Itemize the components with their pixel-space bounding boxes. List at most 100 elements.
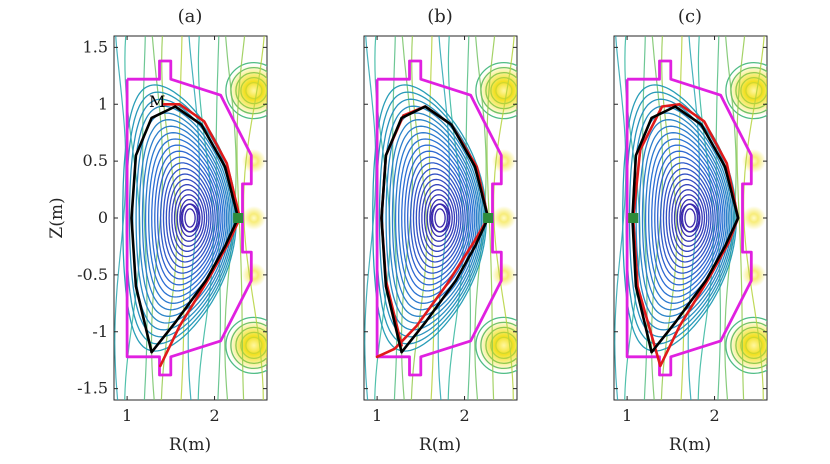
- panel-title-c: (c): [678, 6, 702, 27]
- flux-surface: [165, 173, 212, 263]
- coil-contour: [485, 326, 517, 365]
- coil-contour: [475, 316, 517, 375]
- magnetic-axis-contour: [430, 203, 450, 233]
- flux-surface: [179, 198, 201, 238]
- x-tick-label: 1: [622, 406, 632, 425]
- flux-surface: [128, 98, 234, 338]
- black-boundary-line: [380, 105, 490, 354]
- flux-surface: [181, 203, 199, 233]
- coil-contour: [490, 331, 517, 360]
- coil-contour: [495, 81, 513, 100]
- y-tick-label: 1.5: [83, 37, 108, 56]
- coil-contour: [245, 336, 263, 355]
- boundary-lines-b: [375, 59, 503, 377]
- vacuum-contour: [410, 36, 428, 400]
- flux-surface: [644, 132, 726, 304]
- coil-contour: [725, 316, 767, 375]
- flux-surface: [421, 183, 458, 253]
- y-axis-title: Z(m): [47, 197, 67, 238]
- vacuum-contour: [114, 36, 127, 400]
- vessel-wall: [125, 59, 253, 377]
- annotation-m: M: [149, 92, 165, 111]
- coil-glow: [741, 262, 766, 287]
- coil-contour: [745, 81, 763, 100]
- flux-surface: [671, 183, 708, 253]
- flux-contours-b: [364, 36, 517, 400]
- y-tick-label: -1: [92, 322, 108, 341]
- marker-point: [483, 213, 494, 223]
- flux-surface: [622, 84, 738, 352]
- flux-surface: [668, 178, 710, 258]
- flux-surface: [135, 112, 231, 324]
- flux-surface: [159, 162, 216, 274]
- vacuum-contour: [614, 36, 627, 400]
- coil-glow: [741, 206, 766, 230]
- vacuum-contour: [724, 36, 737, 400]
- flux-surface: [148, 138, 224, 298]
- flux-surface: [388, 119, 479, 317]
- coil-contour: [225, 61, 267, 120]
- flux-surface: [651, 144, 722, 292]
- coil-glow: [241, 149, 266, 174]
- y-tick-label: 0.5: [83, 151, 108, 170]
- coil-contour: [735, 326, 767, 365]
- flux-surface: [407, 156, 468, 280]
- flux-surface: [429, 198, 451, 238]
- flux-surface: [151, 144, 222, 292]
- y-tick-label: -1.5: [77, 379, 108, 398]
- panel-title-a: (a): [178, 6, 203, 27]
- vacuum-contour: [364, 36, 377, 400]
- coil-contour: [240, 76, 267, 105]
- coil-glow: [491, 149, 516, 174]
- flux-surface: [431, 203, 449, 233]
- coil-contour: [480, 321, 517, 370]
- coil-glow: [491, 206, 516, 230]
- magnetic-axis-contour: [680, 203, 700, 233]
- flux-surface: [144, 132, 226, 304]
- coil-contour: [475, 61, 517, 120]
- coil-glow: [241, 262, 266, 287]
- coil-contour: [745, 336, 763, 355]
- coil-contour: [240, 331, 267, 360]
- flux-surface: [434, 208, 446, 228]
- marker-point: [233, 213, 244, 223]
- coil-contour: [490, 76, 517, 105]
- flux-surface: [659, 162, 716, 274]
- y-tick-label: 1: [98, 94, 108, 113]
- x-tick-label: 2: [459, 406, 469, 425]
- flux-surface: [418, 178, 460, 258]
- flux-surface: [415, 173, 462, 263]
- y-tick-label: 0: [98, 208, 108, 227]
- coil-contour: [740, 76, 767, 105]
- x-tick-label: 1: [372, 406, 382, 425]
- flux-surface: [171, 183, 208, 253]
- flux-surface: [662, 167, 714, 269]
- flux-surface: [684, 208, 696, 228]
- coil-contour: [225, 316, 267, 375]
- flux-surface: [648, 138, 724, 298]
- black-boundary-line: [130, 105, 240, 354]
- boundary-lines-c: [625, 59, 753, 377]
- panel-title-b: (b): [427, 6, 453, 27]
- vessel-wall: [375, 59, 503, 377]
- coil-contour: [725, 61, 767, 120]
- x-axis-title-a: R(m): [169, 435, 211, 455]
- y-tick-label: -0.5: [77, 265, 108, 284]
- marker-point: [628, 213, 639, 223]
- flux-surface: [157, 156, 218, 280]
- flux-surface: [184, 208, 196, 228]
- magnetic-axis-contour: [180, 203, 200, 233]
- coil-contour: [730, 321, 767, 370]
- flux-surface: [679, 198, 701, 238]
- flux-surface: [409, 162, 466, 274]
- flux-surface: [176, 194, 203, 242]
- x-tick-label: 2: [209, 406, 219, 425]
- x-tick-label: 1: [122, 406, 132, 425]
- flux-surface: [168, 178, 210, 258]
- vacuum-contour: [160, 36, 178, 400]
